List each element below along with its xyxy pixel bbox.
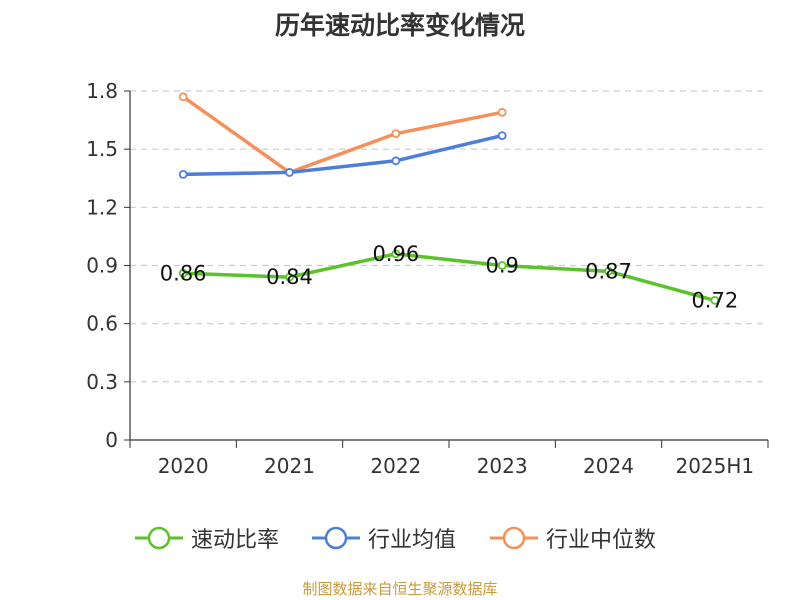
data-label: 0.72 xyxy=(691,288,738,312)
data-point xyxy=(497,107,507,117)
data-point xyxy=(178,92,188,102)
data-point xyxy=(391,129,401,139)
y-tick-label: 1.5 xyxy=(86,137,118,161)
legend-label: 行业均值 xyxy=(368,528,457,553)
data-label: 0.84 xyxy=(266,265,313,289)
data-point xyxy=(710,295,720,305)
data-point xyxy=(497,261,507,270)
series-line xyxy=(183,252,716,303)
source-note: 制图数据来自恒生聚源数据库 xyxy=(302,580,498,598)
data-label: 0.9 xyxy=(485,254,518,278)
data-label: 0.86 xyxy=(160,261,207,285)
legend-marker-icon xyxy=(135,526,183,550)
data-point xyxy=(497,131,507,140)
data-point xyxy=(285,272,294,282)
legend-item[interactable]: 速动比率 xyxy=(135,520,279,556)
chart-title: 历年速动比率变化情况 xyxy=(274,11,525,40)
data-label: 0.96 xyxy=(372,242,419,266)
data-point xyxy=(285,168,294,177)
x-tick-label: 2022 xyxy=(370,454,421,478)
legend-label: 行业中位数 xyxy=(546,528,657,553)
axes: 0 0.3 0.6 0.9 1.2 1.5 1.8 2020 2021 2022 2023 2024 2… xyxy=(86,79,769,478)
y-tick-label: 0.3 xyxy=(86,370,118,394)
data-label: 0.87 xyxy=(585,259,632,283)
grid-lines xyxy=(130,90,768,383)
data-point xyxy=(604,266,613,276)
series-line xyxy=(182,95,503,175)
x-tick-label: 2021 xyxy=(264,454,315,478)
legend-label: 速动比率 xyxy=(191,528,280,553)
data-point xyxy=(391,249,401,259)
legend-item[interactable]: 行业均值 xyxy=(312,520,456,556)
data-labels: 0.86 0.84 0.96 0.9 0.87 0.72 xyxy=(160,242,738,313)
legend: 速动比率 行业均值 行业中位数 xyxy=(0,520,800,556)
data-point xyxy=(178,268,188,278)
y-tick-label: 0.6 xyxy=(86,312,118,336)
data-point xyxy=(391,156,401,166)
y-tick-label: 0 xyxy=(105,428,118,452)
x-tick-label: 2023 xyxy=(477,454,528,478)
legend-marker-icon xyxy=(312,526,360,550)
x-tick-label: 2025H1 xyxy=(675,454,754,478)
legend-marker-icon xyxy=(490,526,538,550)
y-tick-label: 1.2 xyxy=(86,195,118,219)
x-tick-label: 2020 xyxy=(158,454,209,478)
y-tick-label: 1.8 xyxy=(86,79,118,103)
data-point xyxy=(178,169,188,179)
y-tick-label: 0.9 xyxy=(86,254,118,278)
series-line xyxy=(183,133,503,177)
x-tick-label: 2024 xyxy=(583,454,634,478)
legend-item[interactable]: 行业中位数 xyxy=(490,520,656,556)
series xyxy=(178,92,720,305)
